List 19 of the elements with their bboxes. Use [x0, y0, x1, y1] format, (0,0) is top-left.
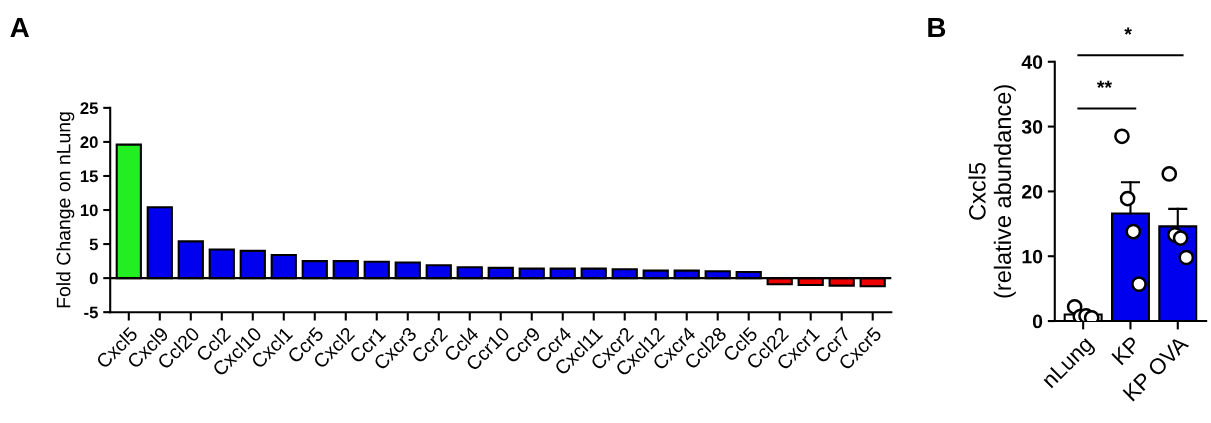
text: A — [10, 17, 30, 38]
y-tick-label: 40 — [1021, 55, 1043, 69]
y-tick-label: 0 — [89, 272, 98, 285]
y-tick-label: 20 — [1022, 184, 1043, 199]
y-tick-label: 0 — [1032, 314, 1043, 329]
y-tick-label: -5 — [84, 306, 98, 319]
y-tick-label: 15 — [80, 170, 98, 183]
text: B — [928, 17, 946, 38]
y-tick-label: 30 — [1021, 120, 1043, 134]
x-tick-label: KP — [1111, 335, 1142, 366]
y-tick-label: 10 — [80, 204, 98, 217]
text: * — [1124, 27, 1132, 35]
y-tick-label: 25 — [80, 102, 98, 115]
y-tick-label: 10 — [1022, 249, 1043, 264]
annotation: ** — [1096, 80, 1112, 88]
y-axis-title: Cxcl5 (relative abundance) — [968, 85, 1016, 298]
y-tick-label: 5 — [89, 238, 98, 251]
y-tick-label: 20 — [80, 136, 98, 149]
y-axis-title: Fold Change on nLung — [56, 112, 75, 308]
